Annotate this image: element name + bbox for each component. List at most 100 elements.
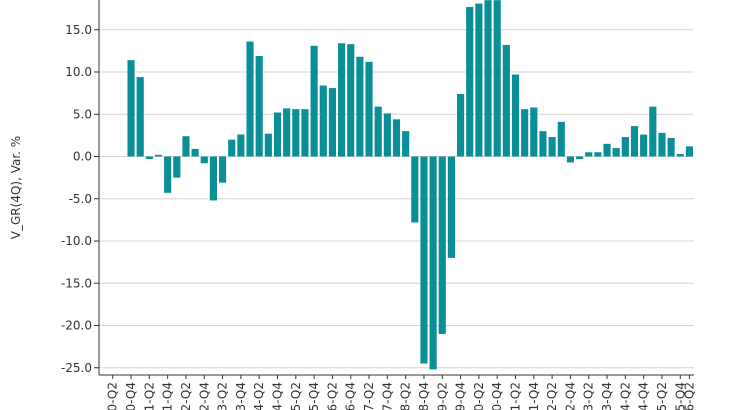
x-tick-label: 4-Q2 bbox=[618, 382, 632, 410]
x-tick-label: 2-Q2 bbox=[545, 382, 559, 410]
axes: 15.0 10.0 5.0 0.0 -5.0 -10.0 -15.0 -20.0 -25.0 0-… bbox=[61, 0, 696, 410]
bar bbox=[292, 109, 300, 157]
x-tick-label: 5-Q4 bbox=[673, 382, 687, 410]
bar bbox=[548, 137, 556, 157]
y-tick-label: -15.0 bbox=[61, 276, 92, 290]
x-tick-label: 2-Q4 bbox=[563, 382, 577, 410]
bar bbox=[228, 139, 236, 157]
bar bbox=[383, 113, 391, 157]
x-tick-label: 5-Q2 bbox=[289, 382, 303, 410]
bar bbox=[347, 44, 355, 157]
y-tick-label: 15.0 bbox=[65, 23, 92, 37]
bar bbox=[273, 112, 282, 157]
bar bbox=[365, 61, 373, 157]
bar bbox=[685, 146, 693, 157]
bar bbox=[667, 137, 675, 157]
gridlines bbox=[99, 29, 694, 369]
y-tick-label: -20.0 bbox=[61, 319, 92, 333]
bar bbox=[182, 136, 190, 157]
bar bbox=[200, 156, 208, 164]
bar bbox=[301, 109, 309, 157]
x-tick-label: 1-Q4 bbox=[527, 382, 541, 410]
bar bbox=[539, 131, 547, 157]
bar bbox=[264, 133, 272, 157]
x-tick-label: 4-Q2 bbox=[252, 382, 266, 410]
bar bbox=[676, 153, 684, 157]
x-tick-label: 2-Q4 bbox=[197, 382, 211, 410]
x-tick-label: 5-Q4 bbox=[307, 382, 321, 410]
bar bbox=[191, 148, 199, 157]
bars bbox=[127, 0, 693, 370]
x-tick-label: 1-Q2 bbox=[142, 382, 156, 410]
bar bbox=[557, 121, 565, 157]
x-tick-label: 8-Q2 bbox=[399, 382, 413, 410]
x-tick-label: 0-Q2 bbox=[106, 382, 120, 410]
bar bbox=[457, 93, 465, 157]
bar bbox=[484, 0, 492, 157]
bar bbox=[420, 156, 428, 364]
x-tick-label: 9-Q4 bbox=[454, 382, 468, 410]
bar bbox=[475, 3, 483, 157]
x-tick-label: 1-Q4 bbox=[161, 382, 175, 410]
bar bbox=[402, 131, 410, 157]
bar bbox=[219, 156, 227, 183]
x-tick-label: 3-Q2 bbox=[582, 382, 596, 410]
bar bbox=[521, 109, 529, 157]
x-tick-label: 0-Q4 bbox=[124, 382, 138, 410]
bar bbox=[612, 148, 620, 157]
bar bbox=[566, 156, 574, 163]
x-tick-label: 8-Q4 bbox=[417, 382, 431, 410]
bar bbox=[255, 55, 263, 157]
bar bbox=[173, 156, 181, 178]
y-tick-label: 5.0 bbox=[73, 107, 92, 121]
bar bbox=[493, 0, 501, 157]
x-tick-label: 6-Q2 bbox=[325, 382, 339, 410]
bar bbox=[594, 152, 602, 157]
bar bbox=[145, 156, 153, 160]
x-tick-label: 4-Q4 bbox=[637, 382, 651, 410]
y-tick-label: 10.0 bbox=[65, 65, 92, 79]
bar bbox=[328, 88, 336, 157]
x-tick-label: 4-Q4 bbox=[271, 382, 285, 410]
bar bbox=[621, 137, 629, 157]
bar bbox=[374, 106, 382, 157]
bar bbox=[576, 156, 584, 160]
y-tick-label: 0.0 bbox=[73, 150, 92, 164]
bar bbox=[585, 152, 593, 157]
x-tick-label: 6-Q2 bbox=[682, 382, 696, 410]
y-axis-title: V_GR(4Q), Var. % bbox=[9, 136, 23, 239]
bar bbox=[237, 134, 245, 157]
bar bbox=[136, 77, 144, 157]
bar bbox=[283, 108, 291, 157]
bar bbox=[649, 106, 657, 157]
bar bbox=[447, 156, 455, 258]
bar bbox=[319, 85, 327, 157]
x-tick-label: 7-Q2 bbox=[362, 382, 376, 410]
bar bbox=[310, 45, 318, 157]
x-tick-label: 0-Q2 bbox=[472, 382, 486, 410]
bar bbox=[127, 60, 135, 157]
bar bbox=[502, 44, 510, 157]
x-tick-label: 6-Q4 bbox=[344, 382, 358, 410]
y-tick-label: -5.0 bbox=[69, 192, 92, 206]
x-tick-label: 0-Q4 bbox=[490, 382, 504, 410]
bar bbox=[603, 143, 611, 157]
bar bbox=[466, 6, 474, 157]
bar bbox=[630, 126, 639, 157]
bar bbox=[338, 43, 346, 157]
x-tick-label: 9-Q2 bbox=[435, 382, 449, 410]
bar bbox=[640, 134, 648, 157]
x-tick-label: 5-Q2 bbox=[655, 382, 669, 410]
x-tick-label: 7-Q4 bbox=[380, 382, 394, 410]
y-tick-label: -25.0 bbox=[61, 361, 92, 375]
bar bbox=[246, 41, 254, 157]
bar bbox=[429, 156, 437, 370]
bar bbox=[209, 156, 217, 201]
bar bbox=[411, 156, 419, 223]
bar bbox=[154, 154, 163, 157]
x-tick-label: 3-Q4 bbox=[600, 382, 614, 410]
bar bbox=[530, 107, 538, 157]
bar bbox=[438, 156, 446, 334]
x-tick-label: 2-Q2 bbox=[179, 382, 193, 410]
